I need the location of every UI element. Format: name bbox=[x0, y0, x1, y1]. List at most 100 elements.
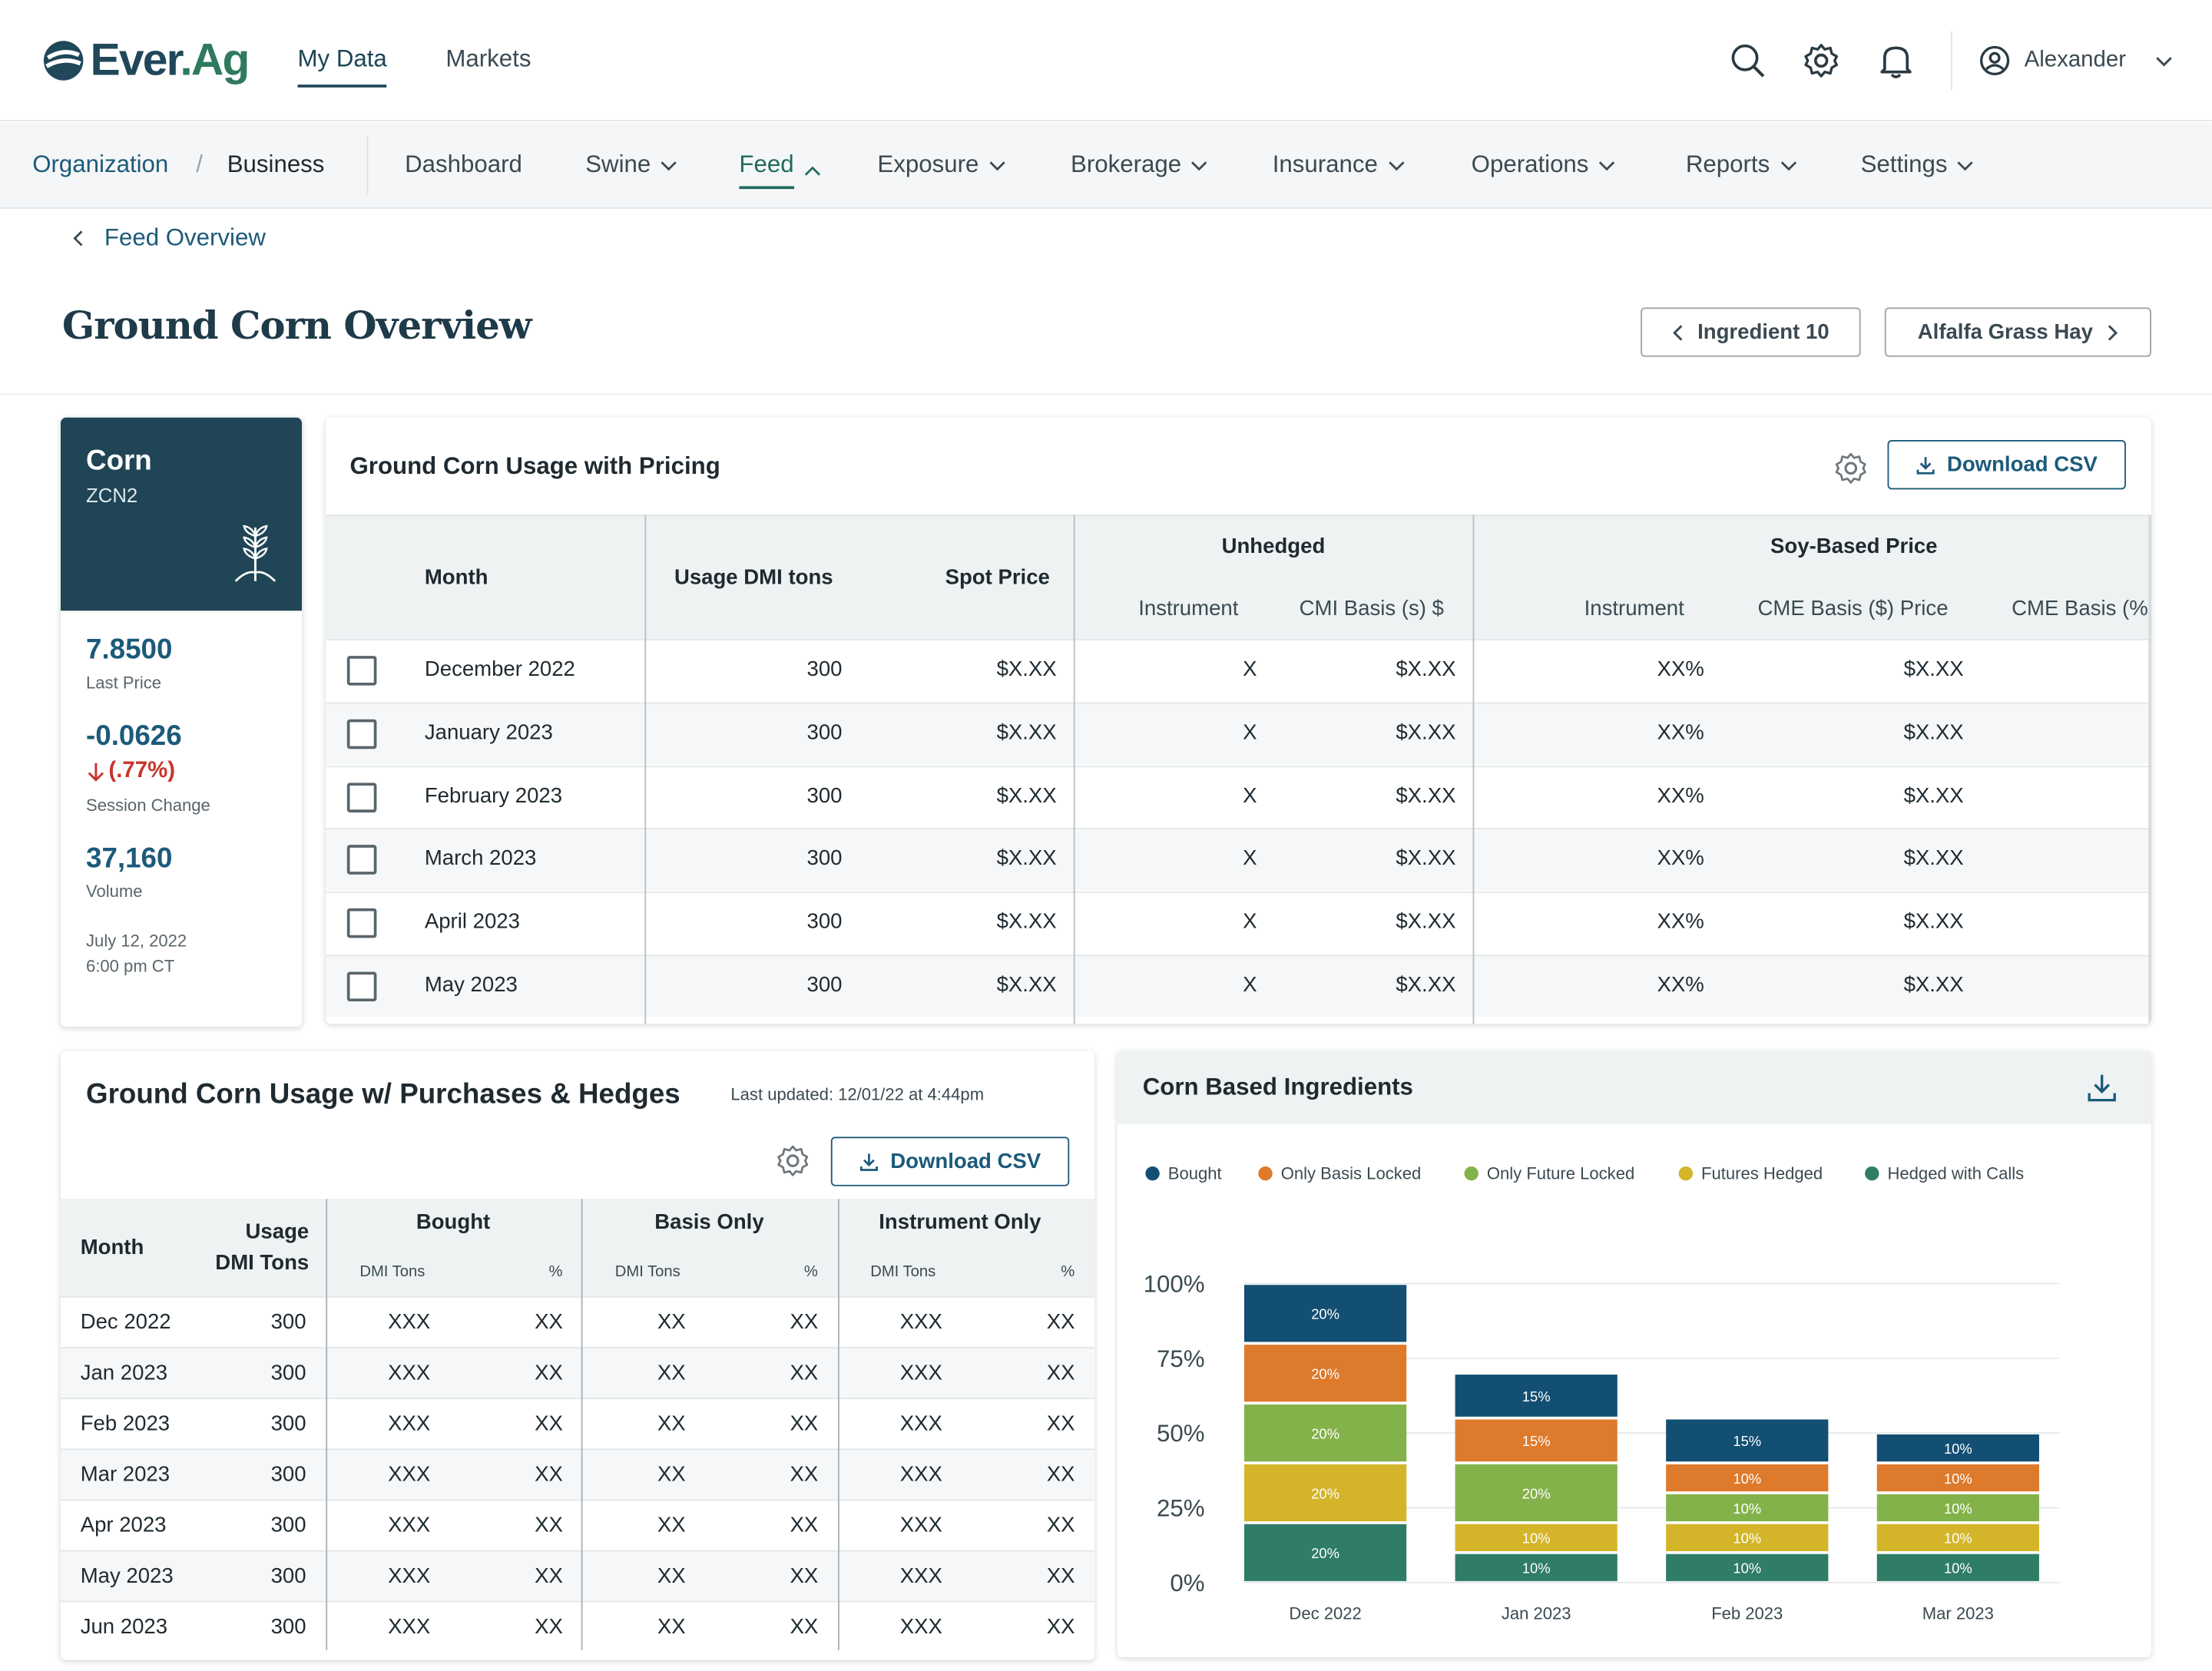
row-checkbox[interactable] bbox=[346, 719, 377, 749]
bar-data-label: 10% bbox=[1733, 1471, 1761, 1487]
bar-segment[interactable] bbox=[1455, 1524, 1618, 1552]
bar-segment[interactable] bbox=[1243, 1404, 1407, 1462]
bar-segment[interactable] bbox=[1455, 1375, 1618, 1417]
subnav-reports[interactable]: Reports bbox=[1686, 151, 1798, 180]
bar-segment[interactable] bbox=[1876, 1434, 2039, 1462]
table-row[interactable] bbox=[326, 955, 2151, 1017]
col-usage-2a[interactable]: Usage bbox=[245, 1219, 310, 1244]
sub-nav: Organization / Business Dashboard Swine … bbox=[0, 122, 2212, 209]
download-icon[interactable] bbox=[2085, 1070, 2119, 1104]
table-row[interactable] bbox=[60, 1347, 1095, 1398]
bar-segment[interactable] bbox=[1455, 1464, 1618, 1522]
row-checkbox[interactable] bbox=[346, 971, 377, 1002]
col-usage[interactable]: Usage DMI tons bbox=[674, 565, 833, 590]
gear-icon[interactable] bbox=[1834, 452, 1868, 485]
col-spot-price[interactable]: Spot Price bbox=[945, 565, 1050, 590]
back-link[interactable]: Feed Overview bbox=[71, 224, 266, 253]
col-usage-2b[interactable]: DMI Tons bbox=[215, 1251, 310, 1276]
bar-segment[interactable] bbox=[1243, 1524, 1407, 1581]
download-csv-button[interactable]: Download CSV bbox=[1887, 440, 2126, 490]
legend-dot bbox=[1464, 1166, 1479, 1181]
bar-segment[interactable] bbox=[1876, 1524, 2039, 1552]
gear-icon[interactable] bbox=[776, 1144, 810, 1178]
breadcrumb-business[interactable]: Business bbox=[227, 151, 325, 178]
y-tick-label: 100% bbox=[1144, 1270, 1205, 1297]
breadcrumb-organization[interactable]: Organization bbox=[32, 151, 169, 178]
legend-item[interactable]: Hedged with Calls bbox=[1865, 1163, 2024, 1183]
table-row[interactable] bbox=[326, 765, 2151, 828]
download-csv-button-2[interactable]: Download CSV bbox=[830, 1137, 1070, 1186]
bar-segment[interactable] bbox=[1876, 1494, 2039, 1522]
row-checkbox[interactable] bbox=[346, 845, 377, 875]
legend-item[interactable]: Bought bbox=[1145, 1163, 1222, 1183]
session-change-label: Session Change bbox=[86, 795, 210, 816]
col-instrument[interactable]: Instrument bbox=[1138, 596, 1239, 621]
table-row[interactable] bbox=[326, 892, 2151, 954]
session-change-pct: (.77%) bbox=[86, 759, 175, 784]
cell-cme: $X.XX bbox=[1903, 910, 1964, 935]
row-checkbox[interactable] bbox=[346, 656, 377, 686]
cell-d1: XXX bbox=[899, 1361, 942, 1385]
prev-ingredient-button[interactable]: Ingredient 10 bbox=[1641, 307, 1861, 357]
table-row[interactable] bbox=[60, 1448, 1095, 1500]
chevron-down-icon bbox=[1599, 161, 1615, 171]
legend-item[interactable]: Futures Hedged bbox=[1678, 1163, 1823, 1183]
nav-my-data[interactable]: My Data bbox=[297, 45, 387, 88]
cell-spot: $X.XX bbox=[996, 973, 1057, 998]
subnav-divider bbox=[366, 135, 369, 195]
bar-segment[interactable] bbox=[1876, 1464, 2039, 1492]
bar-segment[interactable] bbox=[1666, 1419, 1829, 1462]
bar-segment[interactable] bbox=[1243, 1464, 1407, 1522]
col-month-2[interactable]: Month bbox=[80, 1235, 144, 1260]
row-checkbox[interactable] bbox=[346, 782, 377, 812]
subnav-operations[interactable]: Operations bbox=[1472, 151, 1617, 180]
table-row[interactable] bbox=[60, 1600, 1095, 1652]
col-month[interactable]: Month bbox=[424, 565, 488, 590]
bar-segment[interactable] bbox=[1455, 1554, 1618, 1581]
bar-segment[interactable] bbox=[1666, 1494, 1829, 1522]
cell-cmi: $X.XX bbox=[1396, 720, 1456, 745]
user-menu[interactable]: Alexander bbox=[1979, 45, 2174, 76]
col-instrument-2[interactable]: Instrument bbox=[1584, 596, 1684, 621]
chevron-up-icon bbox=[804, 165, 820, 175]
table-row[interactable] bbox=[326, 828, 2151, 891]
chart-title: Corn Based Ingredients bbox=[1142, 1073, 1413, 1100]
subnav-brokerage[interactable]: Brokerage bbox=[1071, 151, 1210, 180]
col-cme-basis-pct[interactable]: CME Basis (% bbox=[2012, 596, 2148, 621]
table-row[interactable] bbox=[60, 1295, 1095, 1348]
table-row[interactable] bbox=[60, 1499, 1095, 1550]
subnav-insurance[interactable]: Insurance bbox=[1273, 151, 1406, 180]
bar-segment[interactable] bbox=[1455, 1419, 1618, 1462]
cell-inst2: XX% bbox=[1657, 846, 1704, 871]
bar-segment[interactable] bbox=[1243, 1345, 1407, 1402]
everag-logo[interactable]: Ever.Ag bbox=[42, 34, 250, 86]
col-cmi-basis[interactable]: CMI Basis (s) $ bbox=[1299, 596, 1444, 621]
table-row[interactable] bbox=[60, 1550, 1095, 1601]
bar-segment[interactable] bbox=[1666, 1524, 1829, 1552]
table-row[interactable] bbox=[326, 702, 2151, 765]
bar-segment[interactable] bbox=[1666, 1554, 1829, 1581]
cell-cmi: $X.XX bbox=[1396, 657, 1456, 682]
subnav-settings[interactable]: Settings bbox=[1861, 151, 1976, 180]
search-icon[interactable] bbox=[1730, 42, 1767, 79]
cell-b1: XXX bbox=[388, 1310, 431, 1335]
bell-icon[interactable] bbox=[1878, 42, 1915, 79]
legend-item[interactable]: Only Future Locked bbox=[1464, 1163, 1634, 1183]
cell-d2: XX bbox=[1046, 1411, 1075, 1436]
subnav-swine[interactable]: Swine bbox=[585, 151, 679, 180]
col-cme-basis-price[interactable]: CME Basis ($) Price bbox=[1757, 596, 1949, 621]
table-row[interactable] bbox=[326, 639, 2151, 701]
subnav-feed[interactable]: Feed bbox=[739, 151, 822, 190]
subnav-exposure[interactable]: Exposure bbox=[877, 151, 1007, 180]
last-price-label: Last Price bbox=[86, 673, 162, 693]
legend-item[interactable]: Only Basis Locked bbox=[1258, 1163, 1421, 1183]
gear-icon[interactable] bbox=[1803, 42, 1839, 79]
nav-markets[interactable]: Markets bbox=[445, 45, 531, 72]
row-checkbox[interactable] bbox=[346, 908, 377, 938]
subnav-dashboard[interactable]: Dashboard bbox=[405, 151, 522, 178]
bar-segment[interactable] bbox=[1666, 1464, 1829, 1492]
next-ingredient-button[interactable]: Alfalfa Grass Hay bbox=[1884, 307, 2151, 357]
bar-segment[interactable] bbox=[1876, 1554, 2039, 1581]
table-row[interactable] bbox=[60, 1398, 1095, 1449]
bar-segment[interactable] bbox=[1243, 1285, 1407, 1342]
